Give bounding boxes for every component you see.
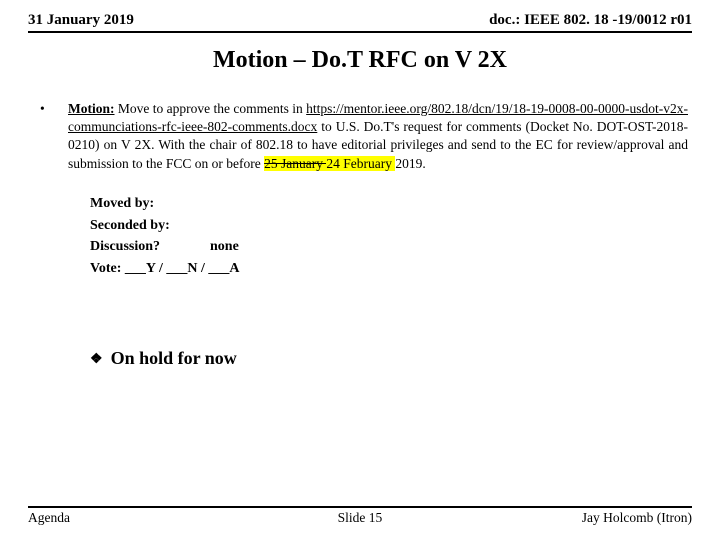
header-doc: doc.: IEEE 802. 18 -19/0012 r01	[489, 12, 692, 29]
seconded-by: Seconded by:	[90, 215, 688, 237]
motion-label: Motion:	[68, 101, 115, 116]
hold-text: On hold for now	[111, 348, 237, 368]
footer-right: Jay Holcomb (Itron)	[582, 510, 692, 526]
motion-tail: 2019.	[395, 156, 425, 171]
footer: Agenda Slide 15 Jay Holcomb (Itron)	[28, 506, 692, 526]
motion-struck: 25 January	[264, 156, 326, 171]
discussion-value: none	[210, 236, 239, 258]
slide-title: Motion – Do.T RFC on V 2X	[28, 47, 692, 74]
discussion-line: Discussion? none	[90, 236, 688, 258]
hold-block: ❖ On hold for now	[90, 348, 688, 369]
vote-line: Vote: ___Y / ___N / ___A	[90, 258, 688, 280]
discussion-label: Discussion?	[90, 236, 210, 258]
bullet-icon: •	[40, 100, 68, 173]
motion-paragraph: • Motion: Move to approve the comments i…	[40, 100, 688, 173]
motion-text: Motion: Move to approve the comments in …	[68, 100, 688, 173]
motion-pre: Move to approve the comments in	[115, 101, 307, 116]
motion-inserted: 24 February	[326, 156, 395, 171]
moved-by: Moved by:	[90, 193, 688, 215]
vote-block: Moved by: Seconded by: Discussion? none …	[90, 193, 688, 280]
header-date: 31 January 2019	[28, 12, 134, 29]
diamond-icon: ❖	[90, 351, 103, 368]
header: 31 January 2019 doc.: IEEE 802. 18 -19/0…	[28, 12, 692, 33]
footer-left: Agenda	[28, 510, 70, 526]
